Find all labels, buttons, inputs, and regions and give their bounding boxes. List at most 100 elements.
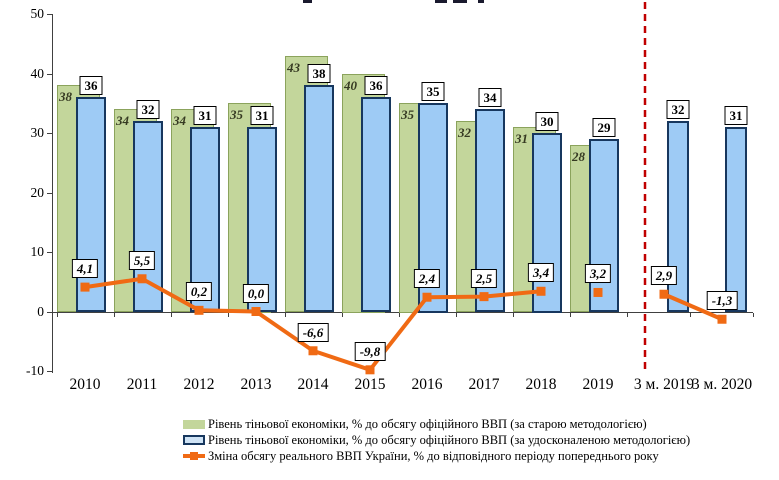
gdp-value-label: -9,8 — [354, 341, 386, 361]
bar-label-old-methodology: 32 — [458, 125, 471, 141]
x-axis-category-label: 2012 — [183, 376, 215, 393]
bar-value-label: 32 — [666, 100, 690, 120]
x-axis-tick — [171, 312, 172, 317]
y-axis-tick-label: 40 — [30, 65, 45, 81]
legend-swatch-orange-line-icon — [183, 452, 205, 460]
bar-label-old-methodology: 38 — [59, 89, 72, 105]
bar-improved-methodology — [304, 85, 334, 313]
x-axis-tick — [627, 312, 628, 317]
bar-label-old-methodology: 34 — [173, 113, 186, 129]
bar-improved-methodology — [133, 121, 163, 313]
clipped-title-fragment — [435, 0, 447, 3]
legend-item-old-methodology: Рівень тіньової економіки, % до обсягу о… — [183, 416, 690, 432]
x-axis-tick — [690, 312, 691, 317]
bar-improved-methodology — [725, 127, 747, 313]
x-axis-tick — [570, 312, 571, 317]
x-axis-category-label: 2016 — [411, 376, 443, 393]
bar-improved-methodology — [361, 97, 391, 313]
gdp-value-label: 5,5 — [128, 250, 156, 270]
legend-label-gdp-change: Зміна обсягу реального ВВП України, % до… — [208, 448, 659, 463]
legend-label-improved-methodology: Рівень тіньової економіки, % до обсягу о… — [208, 432, 691, 447]
gdp-value-label: 2,9 — [650, 266, 678, 286]
bar-label-old-methodology: 34 — [116, 113, 129, 129]
bar-improved-methodology — [532, 133, 562, 313]
gdp-value-label: 2,4 — [413, 269, 441, 289]
x-axis-tick — [285, 312, 286, 317]
bar-label-old-methodology: 35 — [401, 107, 414, 123]
y-axis-tick-label: 20 — [30, 184, 45, 200]
x-axis-category-label: 2015 — [354, 376, 386, 393]
clipped-title-fragment — [453, 0, 467, 3]
y-axis-tick — [47, 73, 52, 75]
x-axis-category-label: 2019 — [582, 376, 614, 393]
bar-value-label: 36 — [79, 76, 103, 96]
bar-value-label: 29 — [592, 117, 616, 137]
y-axis-tick-label: -10 — [26, 363, 44, 378]
bar-label-old-methodology: 35 — [230, 107, 243, 123]
bar-value-label: 31 — [250, 106, 274, 126]
bar-label-old-methodology: 43 — [287, 59, 300, 75]
y-axis-line — [52, 14, 53, 373]
gdp-line-marker — [717, 314, 727, 324]
x-axis-tick — [57, 312, 58, 317]
bar-value-label: 31 — [193, 106, 217, 126]
x-axis-tick — [753, 312, 754, 317]
x-axis-tick — [228, 312, 229, 317]
x-axis-category-label: 2010 — [69, 376, 101, 393]
gdp-value-label: 3,4 — [527, 263, 555, 283]
bar-value-label: 36 — [364, 76, 388, 96]
y-axis-tick — [47, 252, 52, 253]
x-axis-tick — [342, 312, 343, 317]
bar-value-label: 38 — [307, 64, 331, 84]
clipped-title-fragment — [303, 0, 312, 3]
x-axis-category-label: 2011 — [126, 376, 158, 393]
y-axis-tick-label: 30 — [30, 125, 45, 140]
x-axis-category-label: 2018 — [525, 376, 557, 393]
y-axis-tick-label: 0 — [37, 303, 44, 319]
y-axis-tick-label: 50 — [30, 6, 45, 21]
gdp-value-label: 2,5 — [470, 268, 498, 288]
clipped-title-fragment — [478, 0, 484, 3]
y-axis-tick-label: 10 — [30, 244, 45, 259]
legend-swatch-green-bar-icon — [183, 419, 205, 429]
x-axis-category-label: 2017 — [468, 376, 500, 393]
legend: Рівень тіньової економіки, % до обсягу о… — [183, 416, 690, 464]
gdp-value-label: 0,2 — [185, 282, 213, 302]
gdp-value-label: 4,1 — [71, 259, 99, 279]
x-axis-category-label: 3 м. 2020 — [691, 376, 753, 393]
gdp-line-marker — [365, 365, 375, 375]
gdp-value-label: 0,0 — [242, 283, 270, 303]
bar-label-old-methodology: 28 — [572, 148, 585, 164]
x-axis-category-label: 2013 — [240, 376, 272, 393]
bar-value-label: 30 — [535, 112, 559, 131]
x-axis-tick — [456, 312, 457, 317]
y-axis-tick — [47, 14, 52, 15]
bar-improved-methodology — [76, 97, 106, 313]
gdp-value-label: -6,6 — [297, 322, 329, 342]
gdp-value-label: 3,2 — [584, 264, 612, 284]
y-axis-tick — [47, 311, 52, 313]
x-axis-category-label: 3 м. 2019 — [633, 376, 695, 393]
bar-label-old-methodology: 40 — [344, 77, 357, 93]
legend-line-marker-icon — [190, 452, 198, 460]
x-axis-tick — [513, 312, 514, 317]
legend-item-improved-methodology: Рівень тіньової економіки, % до обсягу о… — [183, 432, 690, 448]
x-axis-tick — [399, 312, 400, 317]
y-axis-tick — [47, 133, 52, 134]
bar-label-old-methodology: 31 — [515, 131, 528, 147]
bar-value-label: 31 — [724, 106, 748, 126]
bar-value-label: 34 — [478, 88, 502, 108]
legend-label-old-methodology: Рівень тіньової економіки, % до обсягу о… — [208, 416, 647, 431]
bar-improved-methodology — [589, 138, 619, 313]
y-axis-tick — [47, 371, 52, 372]
x-axis-tick — [114, 312, 115, 317]
gdp-line-marker — [308, 346, 318, 356]
bar-value-label: 32 — [136, 100, 160, 120]
legend-item-gdp-change: Зміна обсягу реального ВВП України, % до… — [183, 448, 690, 464]
y-axis-tick — [47, 192, 52, 194]
x-axis-category-label: 2014 — [297, 376, 329, 393]
legend-swatch-blue-bar-icon — [183, 435, 205, 445]
gdp-value-label: -1,3 — [706, 291, 738, 311]
